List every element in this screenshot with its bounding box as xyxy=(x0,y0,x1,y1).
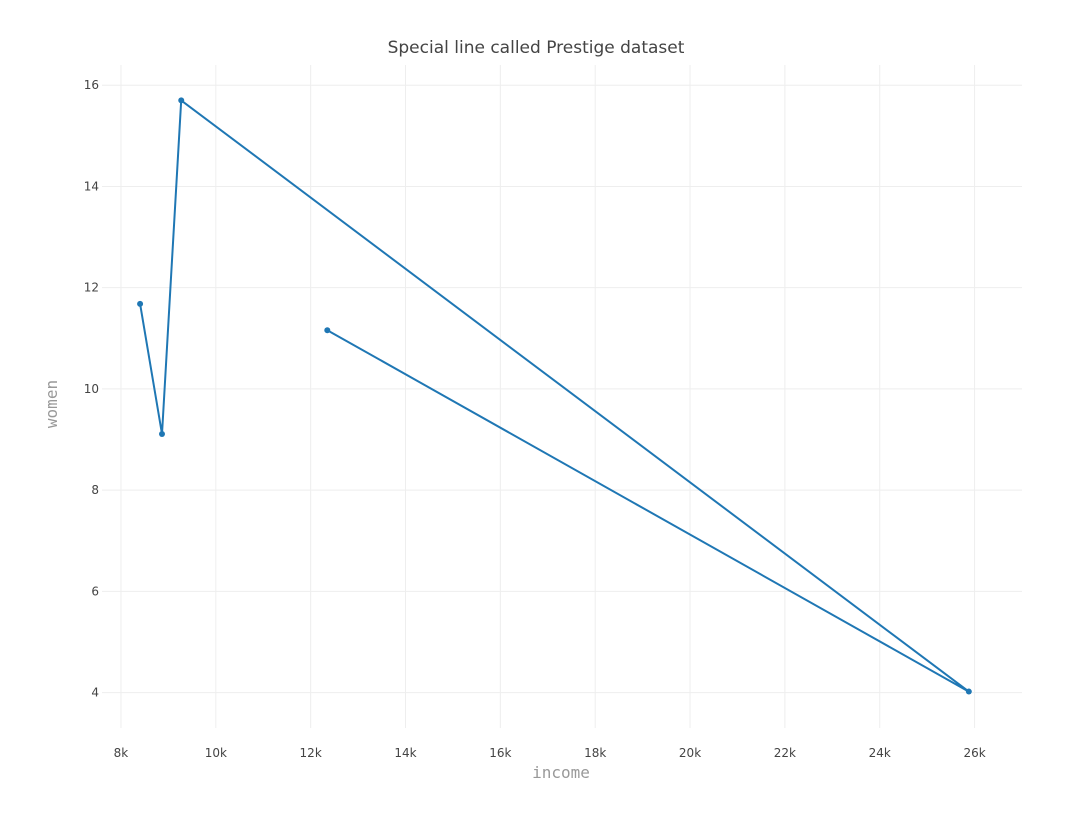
x-tick-label: 10k xyxy=(205,746,227,760)
x-tick-label: 16k xyxy=(489,746,511,760)
y-axis-ticks: 4 6 8 10 12 14 16 xyxy=(84,78,99,699)
data-point[interactable] xyxy=(178,97,185,104)
plot-area xyxy=(137,97,972,695)
x-tick-label: 20k xyxy=(679,746,701,760)
x-tick-label: 14k xyxy=(394,746,416,760)
y-tick-label: 14 xyxy=(84,179,99,193)
data-point[interactable] xyxy=(137,300,144,307)
data-point[interactable] xyxy=(965,688,972,695)
y-axis-title: women xyxy=(42,380,61,428)
x-gridlines xyxy=(120,65,976,728)
y-tick-label: 8 xyxy=(91,483,99,497)
x-tick-label: 18k xyxy=(584,746,606,760)
data-point[interactable] xyxy=(158,430,165,437)
y-tick-label: 10 xyxy=(84,382,99,396)
y-tick-label: 4 xyxy=(91,686,99,700)
series-line xyxy=(139,99,970,693)
y-tick-label: 12 xyxy=(84,281,99,295)
chart-title: Special line called Prestige dataset xyxy=(388,38,685,58)
y-tick-label: 16 xyxy=(84,78,99,92)
x-axis-ticks: 8k 10k 12k 14k 16k 18k 20k 22k 24k 26k xyxy=(114,746,986,760)
x-tick-label: 26k xyxy=(963,746,985,760)
y-tick-label: 6 xyxy=(91,584,99,598)
x-tick-label: 24k xyxy=(869,746,891,760)
x-tick-label: 12k xyxy=(300,746,322,760)
x-tick-label: 22k xyxy=(774,746,796,760)
y-gridlines xyxy=(102,84,1022,694)
data-point[interactable] xyxy=(324,327,331,334)
x-axis-title: income xyxy=(532,763,590,782)
x-tick-label: 8k xyxy=(114,746,129,760)
